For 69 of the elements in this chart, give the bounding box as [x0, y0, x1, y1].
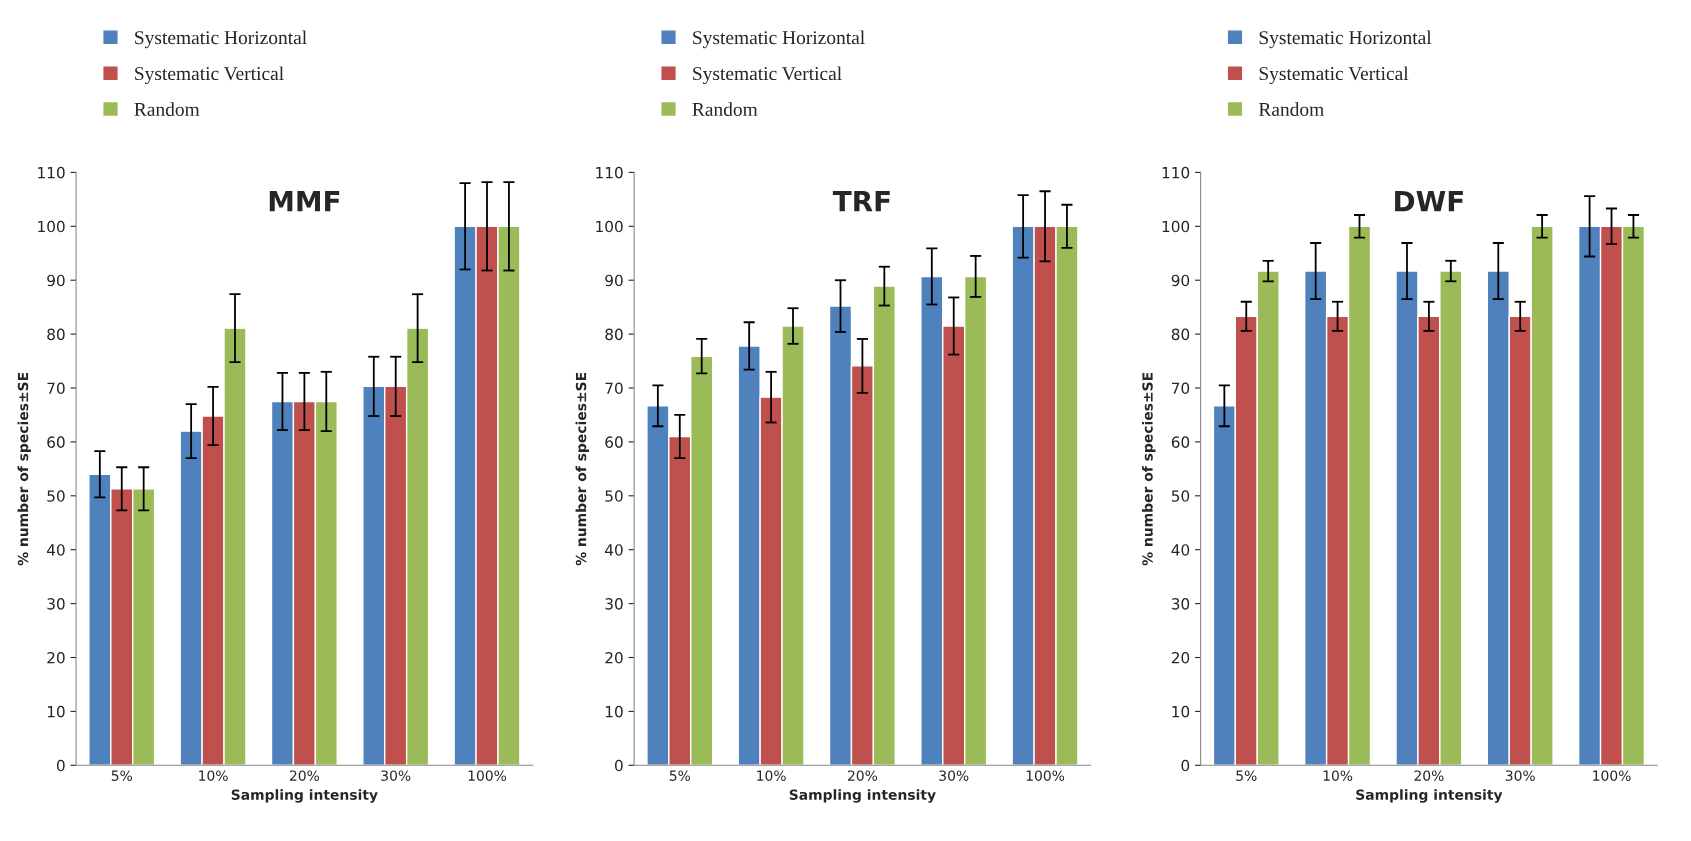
- y-tick-label: 70: [605, 382, 623, 395]
- y-tick-label: 0: [56, 759, 65, 772]
- y-tick-label: 20: [47, 651, 65, 664]
- x-tick-label: 5%: [111, 770, 132, 781]
- x-tick-label: 5%: [669, 770, 691, 781]
- y-tick-label: 90: [1171, 274, 1190, 287]
- x-tick-label: 100%: [468, 770, 507, 781]
- x-tick-label: 100%: [1026, 770, 1065, 781]
- y-tick-label: 40: [1171, 544, 1190, 556]
- y-tick-label: 70: [1172, 382, 1190, 395]
- y-tick-label: 80: [47, 328, 65, 341]
- y-tick-label: 80: [605, 328, 623, 341]
- legend-label: Systematic Vertical: [1259, 66, 1409, 85]
- x-tick-label: 30%: [1505, 770, 1535, 781]
- x-tick-label: 10%: [757, 770, 786, 781]
- x-tick-label: 5%: [1236, 770, 1257, 781]
- x-tick-label: 20%: [847, 770, 878, 781]
- y-tick-label: 80: [1171, 328, 1190, 341]
- y-tick-label: 100: [596, 220, 623, 233]
- legend-label: Systematic Vertical: [693, 66, 842, 85]
- y-tick-label: 100: [1162, 220, 1190, 233]
- text: DWF: [1395, 191, 1463, 212]
- y-tick-label: 40: [46, 544, 65, 556]
- y-tick-label: 60: [1171, 436, 1190, 448]
- x-axis-title: Sampling intensity: [231, 789, 378, 803]
- y-tick-label: 20: [1171, 651, 1190, 664]
- x-tick-label: 30%: [381, 770, 411, 781]
- y-tick-label: 110: [1162, 166, 1190, 179]
- y-tick-label: 90: [47, 274, 65, 287]
- y-tick-label: 30: [47, 598, 65, 610]
- y-axis-title: % number of species±SE: [17, 372, 31, 566]
- y-tick-label: 100: [38, 220, 65, 233]
- x-tick-label: 100%: [1593, 770, 1631, 781]
- legend-label: Systematic Horizontal: [135, 30, 307, 49]
- legend-label: Random: [1258, 102, 1324, 116]
- x-tick-label: 20%: [289, 770, 320, 781]
- x-tick-label: 10%: [199, 770, 228, 781]
- y-tick-label: 110: [596, 166, 623, 179]
- y-axis-title: % number of species±SE: [1142, 372, 1156, 566]
- y-tick-label: 10: [605, 705, 623, 718]
- y-tick-label: 110: [38, 166, 65, 179]
- legend-label: Random: [134, 102, 200, 116]
- y-tick-label: 40: [605, 544, 623, 556]
- text: MMF: [269, 191, 340, 212]
- y-tick-label: 30: [605, 598, 623, 610]
- x-axis-title: Sampling intensity: [1356, 789, 1503, 803]
- legend-label: Random: [692, 102, 758, 116]
- x-tick-label: 30%: [939, 770, 969, 781]
- legend-label: Systematic Horizontal: [693, 30, 865, 49]
- y-tick-label: 50: [605, 490, 623, 502]
- y-tick-label: 0: [615, 759, 623, 772]
- y-tick-label: 20: [605, 651, 623, 664]
- y-tick-label: 50: [47, 490, 65, 502]
- y-tick-label: 70: [47, 382, 65, 395]
- y-axis-title: % number of species±SE: [575, 372, 589, 566]
- y-tick-label: 60: [47, 436, 65, 448]
- y-tick-label: 60: [605, 436, 623, 448]
- y-tick-label: 50: [1171, 490, 1190, 502]
- y-tick-label: 10: [1172, 705, 1190, 718]
- x-tick-label: 10%: [1323, 770, 1353, 781]
- y-tick-label: 90: [605, 274, 623, 287]
- legend-label: Systematic Vertical: [135, 66, 284, 85]
- y-tick-label: 0: [1181, 759, 1190, 772]
- x-tick-label: 20%: [1414, 770, 1444, 781]
- legend-label: Systematic Horizontal: [1259, 30, 1432, 49]
- y-tick-label: 30: [1171, 598, 1190, 610]
- y-tick-label: 10: [47, 705, 65, 718]
- text: TRF: [832, 191, 890, 212]
- x-axis-title: Sampling intensity: [789, 789, 936, 803]
